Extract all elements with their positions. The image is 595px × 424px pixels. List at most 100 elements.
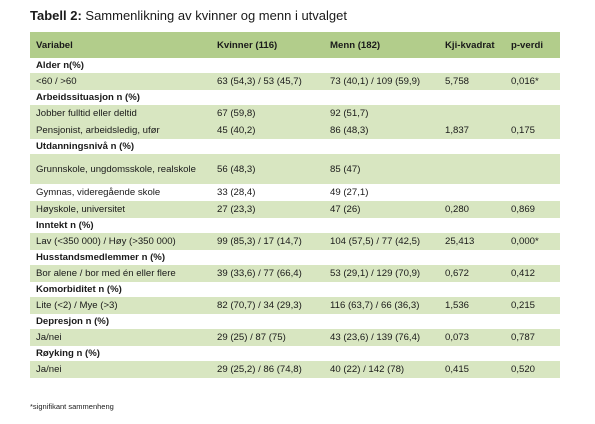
cell-chi-square: 25,413 <box>439 233 505 250</box>
cell-variable: Grunnskole, ungdomsskole, realskole <box>30 154 211 184</box>
cell-chi-square <box>439 154 505 184</box>
cell-women <box>211 282 324 297</box>
table-row: Bor alene / bor med én eller flere 39 (33… <box>30 265 560 282</box>
cell-women: 33 (28,4) <box>211 184 324 201</box>
cell-variable: Gymnas, videregående skole <box>30 184 211 201</box>
section-row: Arbeidssituasjon n (%) <box>30 90 560 105</box>
cell-chi-square <box>439 282 505 297</box>
cell-p-value <box>505 105 560 122</box>
section-label: Inntekt n (%) <box>30 218 211 233</box>
cell-variable: Lite (<2) / Mye (>3) <box>30 297 211 314</box>
cell-variable: Jobber fulltid eller deltid <box>30 105 211 122</box>
footnote: *signifikant sammenheng <box>30 402 114 411</box>
cell-women: 82 (70,7) / 34 (29,3) <box>211 297 324 314</box>
section-label: Komorbiditet n (%) <box>30 282 211 297</box>
table-row: Grunnskole, ungdomsskole, realskole 56 (4… <box>30 154 560 184</box>
section-label: Arbeidssituasjon n (%) <box>30 90 211 105</box>
cell-men: 47 (26) <box>324 201 439 218</box>
header-women: Kvinner (116) <box>211 32 324 58</box>
cell-chi-square <box>439 250 505 265</box>
cell-chi-square <box>439 90 505 105</box>
cell-women: 45 (40,2) <box>211 122 324 139</box>
cell-chi-square: 0,415 <box>439 361 505 378</box>
cell-women <box>211 218 324 233</box>
cell-chi-square: 1,837 <box>439 122 505 139</box>
cell-men: 85 (47) <box>324 154 439 184</box>
cell-women <box>211 250 324 265</box>
cell-variable: Ja/nei <box>30 361 211 378</box>
comparison-table: Variabel Kvinner (116) Menn (182) Kji-kv… <box>30 32 560 378</box>
cell-men <box>324 90 439 105</box>
cell-women: 39 (33,6) / 77 (66,4) <box>211 265 324 282</box>
cell-p-value: 0,215 <box>505 297 560 314</box>
cell-men: 49 (27,1) <box>324 184 439 201</box>
cell-chi-square <box>439 218 505 233</box>
table-row: Ja/nei 29 (25,2) / 86 (74,8) 40 (22) / 142… <box>30 361 560 378</box>
cell-p-value <box>505 154 560 184</box>
section-row: Utdanningsnivå n (%) <box>30 139 560 154</box>
cell-p-value: 0,869 <box>505 201 560 218</box>
cell-women: 29 (25) / 87 (75) <box>211 329 324 346</box>
cell-p-value: 0,000* <box>505 233 560 250</box>
cell-women: 67 (59,8) <box>211 105 324 122</box>
table-row: Jobber fulltid eller deltid 67 (59,8) 92 (… <box>30 105 560 122</box>
cell-chi-square: 0,073 <box>439 329 505 346</box>
header-p-value: p-verdi <box>505 32 560 58</box>
cell-men: 40 (22) / 142 (78) <box>324 361 439 378</box>
cell-women <box>211 314 324 329</box>
cell-variable: <60 / >60 <box>30 73 211 90</box>
cell-men <box>324 250 439 265</box>
cell-chi-square <box>439 139 505 154</box>
table-caption: Sammenlikning av kvinner og menn i utval… <box>81 8 347 23</box>
cell-variable: Høyskole, universitet <box>30 201 211 218</box>
header-variable: Variabel <box>30 32 211 58</box>
table-row: Pensjonist, arbeidsledig, ufør 45 (40,2) 8… <box>30 122 560 139</box>
cell-men: 73 (40,1) / 109 (59,9) <box>324 73 439 90</box>
cell-chi-square: 5,758 <box>439 73 505 90</box>
cell-p-value: 0,412 <box>505 265 560 282</box>
section-label: Husstandsmedlemmer n (%) <box>30 250 211 265</box>
cell-chi-square: 1,536 <box>439 297 505 314</box>
cell-variable: Pensjonist, arbeidsledig, ufør <box>30 122 211 139</box>
header-chi-square: Kji-kvadrat <box>439 32 505 58</box>
cell-women <box>211 58 324 73</box>
cell-men <box>324 218 439 233</box>
cell-p-value: 0,787 <box>505 329 560 346</box>
cell-women: 99 (85,3) / 17 (14,7) <box>211 233 324 250</box>
cell-men: 116 (63,7) / 66 (36,3) <box>324 297 439 314</box>
cell-women: 56 (48,3) <box>211 154 324 184</box>
cell-men: 92 (51,7) <box>324 105 439 122</box>
cell-chi-square <box>439 58 505 73</box>
table-row: Ja/nei 29 (25) / 87 (75) 43 (23,6) / 139 (… <box>30 329 560 346</box>
section-row: Komorbiditet n (%) <box>30 282 560 297</box>
cell-chi-square <box>439 314 505 329</box>
cell-chi-square <box>439 346 505 361</box>
table-row: Høyskole, universitet 27 (23,3) 47 (26) 0,2… <box>30 201 560 218</box>
cell-men: 104 (57,5) / 77 (42,5) <box>324 233 439 250</box>
cell-men: 53 (29,1) / 129 (70,9) <box>324 265 439 282</box>
cell-p-value <box>505 346 560 361</box>
cell-p-value: 0,520 <box>505 361 560 378</box>
section-row: Inntekt n (%) <box>30 218 560 233</box>
cell-men: 86 (48,3) <box>324 122 439 139</box>
cell-men <box>324 314 439 329</box>
table-title: Tabell 2: Sammenlikning av kvinner og me… <box>30 8 347 23</box>
cell-p-value <box>505 250 560 265</box>
section-row: Husstandsmedlemmer n (%) <box>30 250 560 265</box>
section-row: Røyking n (%) <box>30 346 560 361</box>
header-men: Menn (182) <box>324 32 439 58</box>
section-label: Depresjon n (%) <box>30 314 211 329</box>
cell-chi-square <box>439 184 505 201</box>
section-label: Røyking n (%) <box>30 346 211 361</box>
cell-p-value: 0,175 <box>505 122 560 139</box>
cell-women: 63 (54,3) / 53 (45,7) <box>211 73 324 90</box>
cell-p-value <box>505 314 560 329</box>
cell-women <box>211 90 324 105</box>
table-row: Lav (<350 000) / Høy (>350 000) 99 (85,3)… <box>30 233 560 250</box>
cell-women: 29 (25,2) / 86 (74,8) <box>211 361 324 378</box>
cell-chi-square: 0,672 <box>439 265 505 282</box>
cell-p-value <box>505 218 560 233</box>
cell-variable: Lav (<350 000) / Høy (>350 000) <box>30 233 211 250</box>
table-number: Tabell 2: <box>30 8 82 23</box>
cell-p-value <box>505 139 560 154</box>
